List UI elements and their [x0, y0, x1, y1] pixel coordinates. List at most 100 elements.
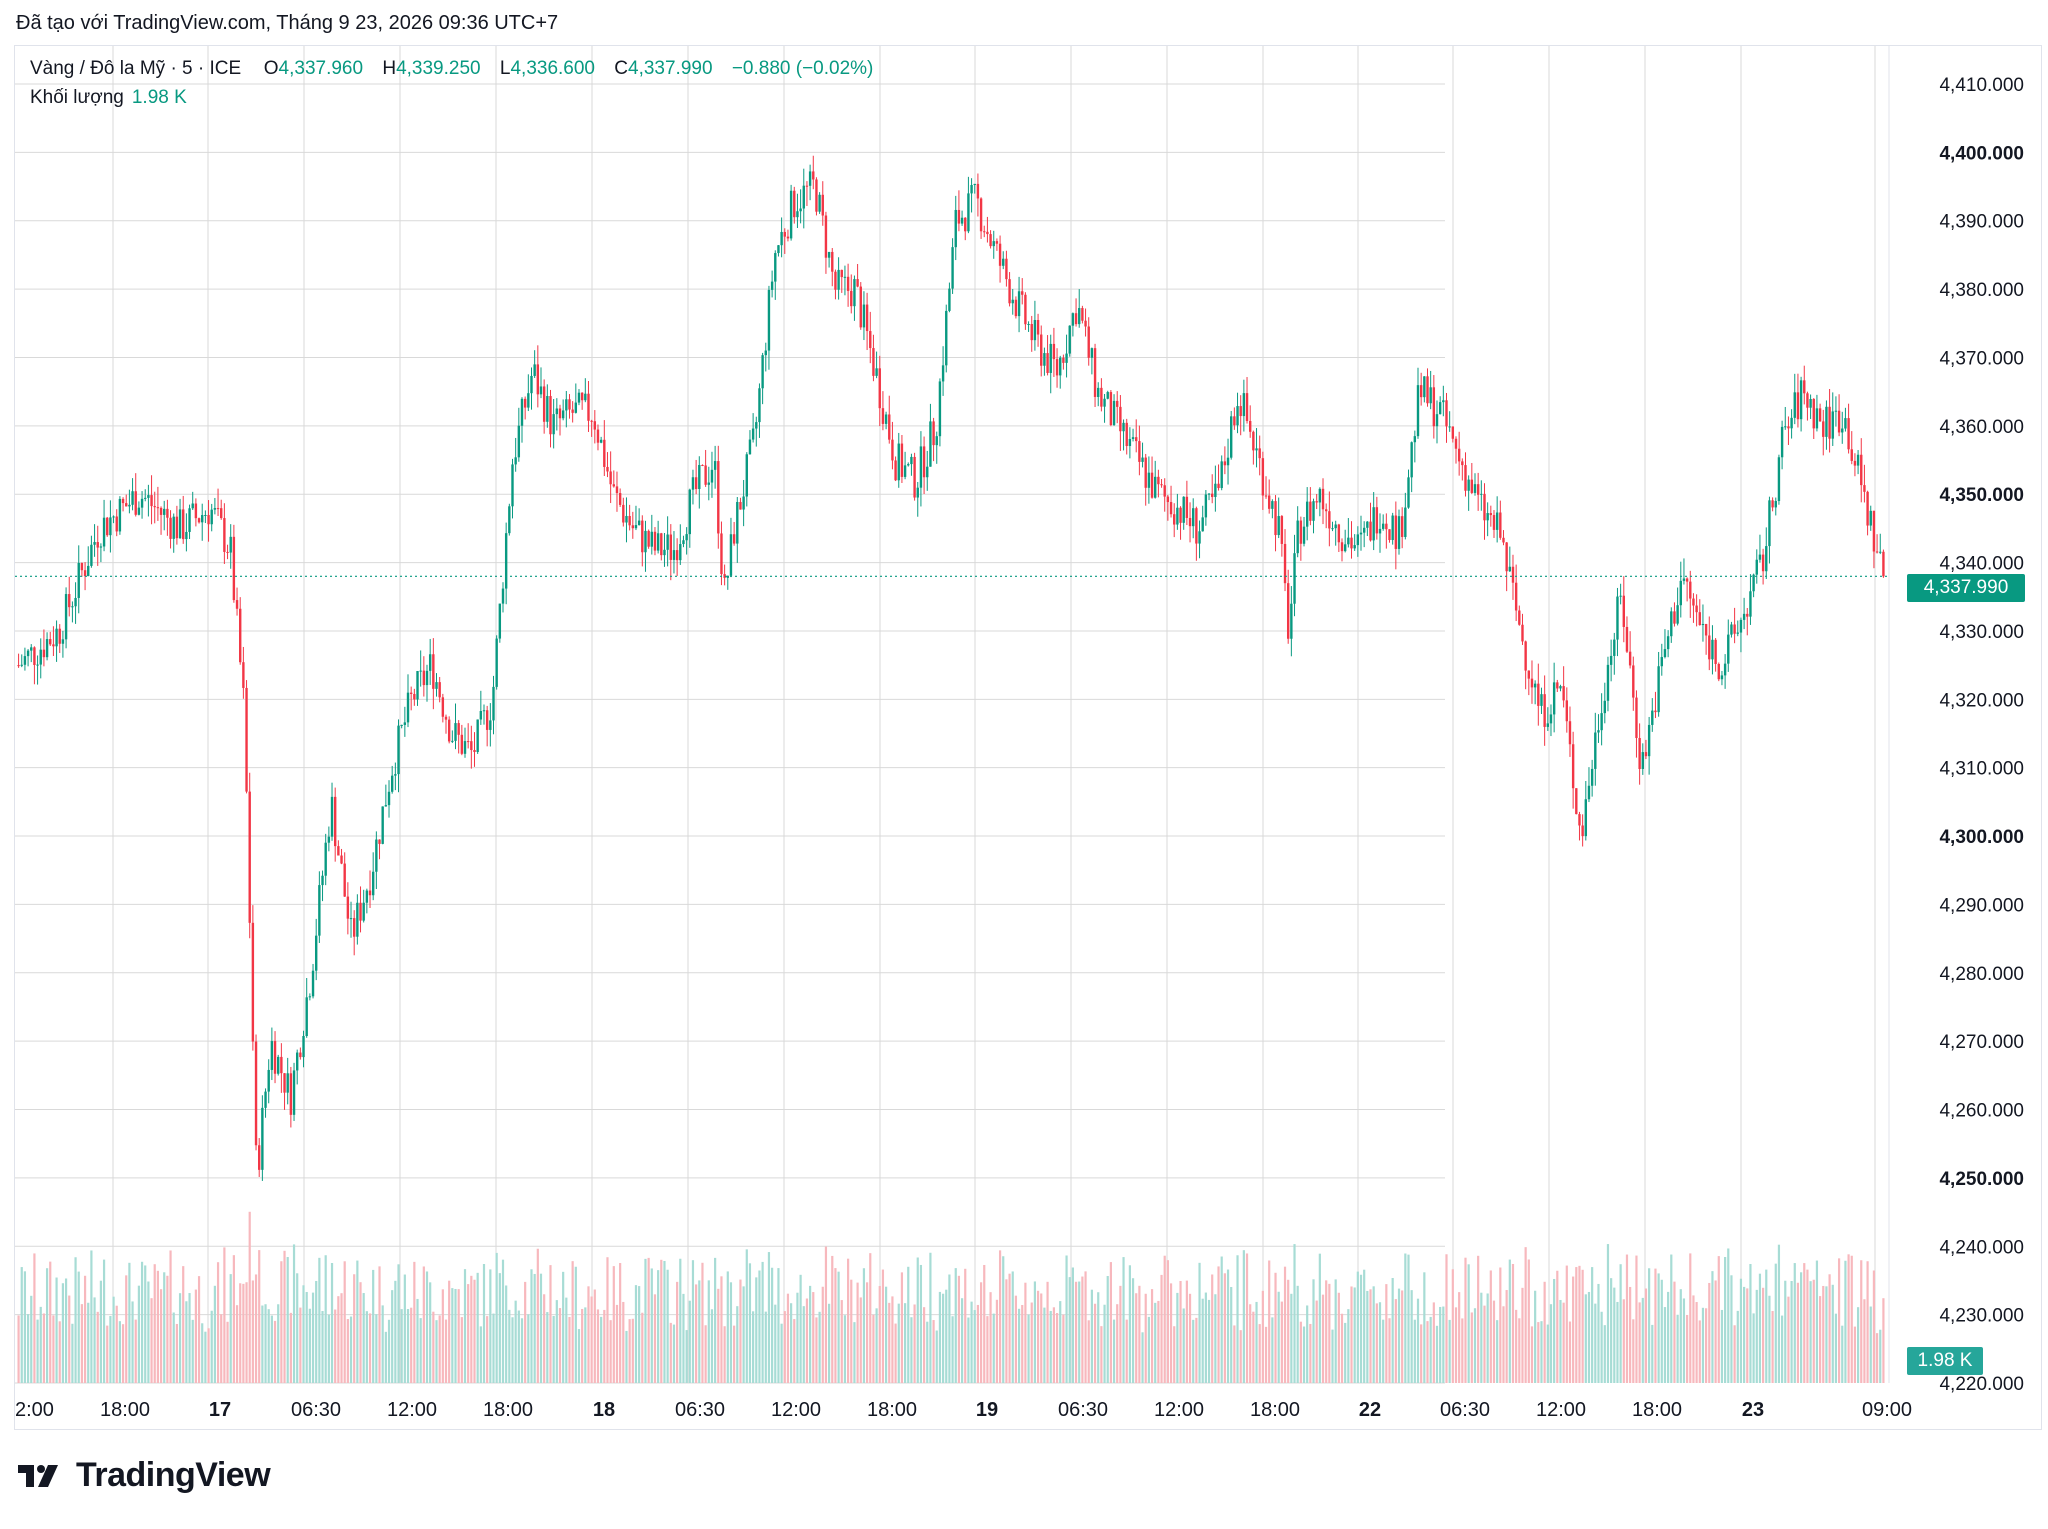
volume-bar: [1423, 1272, 1426, 1383]
volume-bar: [463, 1269, 467, 1383]
candle-body: [992, 241, 995, 247]
volume-bar: [1762, 1287, 1765, 1383]
candle-body: [1530, 678, 1534, 688]
candle-body: [1812, 398, 1815, 429]
volume-bar: [1477, 1255, 1480, 1383]
volume-bar: [533, 1273, 536, 1383]
candle-body: [1704, 623, 1708, 636]
candle-body: [466, 741, 470, 743]
volume-bar: [1116, 1304, 1119, 1383]
volume-bar: [1090, 1289, 1093, 1383]
x-tick-label: 17: [209, 1399, 231, 1421]
x-tick-label: 22: [1359, 1399, 1381, 1421]
volume-bar: [976, 1304, 980, 1383]
candle-body: [1442, 400, 1445, 403]
volume-bar: [641, 1312, 644, 1383]
symbol-label[interactable]: Vàng / Đô la Mỹ · 5 · ICE: [30, 58, 242, 79]
volume-bar: [1306, 1305, 1309, 1383]
grid: [15, 46, 1890, 1384]
volume-bar: [1568, 1321, 1572, 1383]
candle-body: [1457, 448, 1461, 462]
candle-body: [1578, 814, 1581, 826]
volume-bar: [1062, 1314, 1065, 1383]
volume-bar: [824, 1246, 828, 1383]
candle-body: [292, 1070, 296, 1115]
candle-body: [251, 922, 255, 1042]
volume-bar: [470, 1275, 473, 1383]
volume-bar: [527, 1314, 530, 1383]
candle-body: [1125, 422, 1128, 447]
candle-body: [1353, 545, 1356, 549]
volume-bar: [83, 1275, 87, 1383]
candle-body: [1169, 502, 1173, 515]
candle-body: [1698, 612, 1701, 626]
volume-bar: [1866, 1261, 1869, 1383]
candle-body: [1432, 387, 1436, 427]
volume-bar: [1078, 1281, 1081, 1383]
candle-body: [394, 774, 397, 776]
candle-body: [33, 647, 36, 665]
candle-body: [739, 501, 742, 510]
volume-bar: [1280, 1301, 1283, 1383]
volume-bar: [302, 1285, 305, 1383]
volume-bar: [625, 1330, 628, 1383]
candle-body: [115, 516, 118, 532]
volume-bar: [229, 1274, 232, 1383]
candle-body: [36, 664, 39, 666]
volume-bar: [1796, 1282, 1800, 1383]
volume-bar: [1074, 1281, 1078, 1383]
volume-bar: [530, 1269, 533, 1383]
volume-bar: [1828, 1274, 1831, 1383]
candle-body: [815, 179, 818, 212]
y-tick-label: 4,240.000: [1939, 1237, 2024, 1258]
volume-bar: [429, 1282, 432, 1383]
volume-bar: [1803, 1263, 1806, 1383]
volume-bar: [568, 1316, 571, 1383]
volume-bar: [752, 1311, 755, 1383]
volume-bar: [178, 1293, 182, 1383]
candle-body: [783, 231, 786, 237]
candle-body: [1426, 376, 1429, 404]
candle-body: [1866, 491, 1869, 526]
candle-body: [726, 575, 729, 578]
candle-body: [1290, 603, 1293, 639]
y-tick-label: 4,230.000: [1939, 1306, 2024, 1327]
volume-bar: [159, 1289, 163, 1383]
candle-body: [1271, 501, 1274, 509]
volume-bar: [58, 1321, 61, 1383]
volume-bar: [1211, 1274, 1214, 1383]
candle-body: [1261, 458, 1265, 496]
candle-body: [1078, 308, 1081, 325]
y-tick-label: 4,370.000: [1939, 348, 2024, 369]
volume-bar: [1097, 1292, 1100, 1383]
candle-body: [514, 457, 517, 465]
volume-bar: [1847, 1254, 1850, 1383]
volume-bar: [220, 1314, 223, 1383]
candle-body: [761, 355, 764, 389]
candle-body: [1201, 517, 1204, 532]
candle-body: [1543, 694, 1546, 727]
volume-bar: [125, 1275, 128, 1383]
candle-body: [580, 392, 584, 401]
volume-bar: [1872, 1270, 1876, 1383]
candle-body: [49, 639, 52, 645]
volume-bar: [717, 1288, 720, 1383]
chart-canvas[interactable]: 4,220.000 4,230.000 4,240.000 4,250.000 4,26…: [15, 46, 2041, 1429]
candle-body: [549, 396, 552, 435]
candle-body: [644, 530, 647, 553]
candle-body: [948, 288, 951, 311]
volume-bar: [1068, 1277, 1071, 1383]
candle-body: [1603, 700, 1606, 714]
volume-bar: [1831, 1284, 1834, 1383]
volume-label[interactable]: Khối lượng: [30, 87, 124, 108]
candle-body: [277, 1056, 280, 1074]
candle-body: [796, 211, 799, 218]
candle-body: [1223, 461, 1227, 466]
candle-body: [1765, 546, 1768, 572]
volume-bar: [1401, 1290, 1404, 1383]
tradingview-brand[interactable]: TradingView: [18, 1456, 271, 1495]
chart-frame[interactable]: 4,220.000 4,230.000 4,240.000 4,250.000 4,26…: [14, 45, 2042, 1430]
volume-bar: [745, 1249, 748, 1383]
volume-bar: [1572, 1276, 1575, 1383]
candle-body: [1521, 624, 1524, 642]
